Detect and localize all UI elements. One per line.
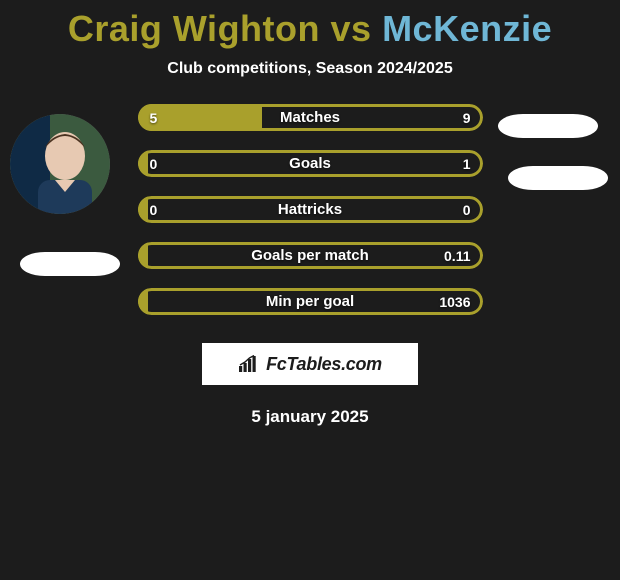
player-right-name: McKenzie <box>382 8 552 49</box>
stat-bar-right-value: 9 <box>451 104 483 131</box>
stat-bar-left-segment <box>138 288 148 315</box>
stat-bar-left-segment <box>138 150 148 177</box>
player-left-avatar <box>10 114 110 214</box>
player-left-name-pill <box>20 252 120 276</box>
stat-bar-border <box>138 196 483 223</box>
stat-bar: Min per goal1036 <box>138 288 483 315</box>
competition-subtitle: Club competitions, Season 2024/2025 <box>0 60 620 78</box>
stat-bar-right-value: 0.11 <box>432 242 482 269</box>
comparison-area: 5Matches90Goals10Hattricks0Goals per mat… <box>0 104 620 315</box>
brand-text: FcTables.com <box>266 354 382 375</box>
stat-bar: 5Matches9 <box>138 104 483 131</box>
stat-bar-border <box>138 242 483 269</box>
player-right-name-pill-2 <box>508 166 608 190</box>
player-right-name-pill-1 <box>498 114 598 138</box>
stat-bar-label: Min per goal <box>138 288 483 315</box>
vs-separator: vs <box>331 8 383 49</box>
avatar-placeholder-icon <box>10 114 110 214</box>
stat-bar-border <box>138 150 483 177</box>
brand-badge[interactable]: FcTables.com <box>202 343 418 385</box>
stat-bar-left-segment <box>138 196 148 223</box>
stat-bar: 0Hattricks0 <box>138 196 483 223</box>
bar-chart-icon <box>238 355 260 373</box>
stat-bars: 5Matches90Goals10Hattricks0Goals per mat… <box>138 104 483 315</box>
stat-bar: Goals per match0.11 <box>138 242 483 269</box>
stat-bar-label: Goals per match <box>138 242 483 269</box>
stat-bar-right-value: 0 <box>451 196 483 223</box>
stat-bar-right-value: 1 <box>451 150 483 177</box>
stat-bar-border <box>138 288 483 315</box>
comparison-title: Craig Wighton vs McKenzie <box>0 0 620 50</box>
stat-bar-left-segment <box>138 104 262 131</box>
stat-bar: 0Goals1 <box>138 150 483 177</box>
player-left-name: Craig Wighton <box>68 8 331 49</box>
stat-bar-label: Hattricks <box>138 196 483 223</box>
snapshot-date: 5 january 2025 <box>0 407 620 427</box>
stat-bar-label: Goals <box>138 150 483 177</box>
stat-bar-left-segment <box>138 242 148 269</box>
stat-bar-right-value: 1036 <box>427 288 482 315</box>
